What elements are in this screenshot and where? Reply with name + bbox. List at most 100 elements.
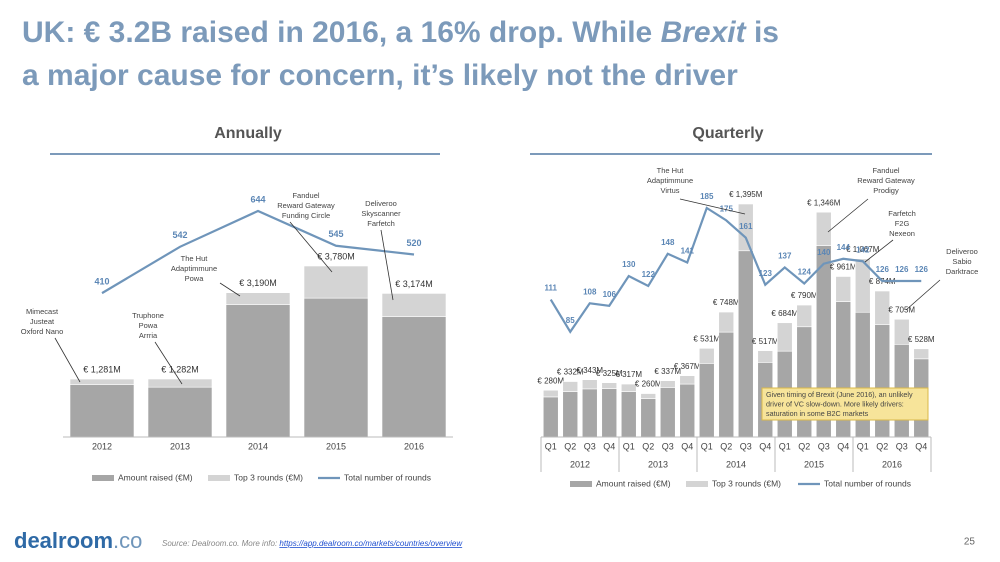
annotation-leader <box>905 279 941 311</box>
bar-segment <box>601 388 618 438</box>
annotation: Virtus <box>660 186 679 195</box>
rounds-label: 124 <box>798 268 812 277</box>
bar-segment <box>381 293 447 317</box>
rounds-label: 141 <box>681 247 695 256</box>
annotation: Adaptimmune <box>171 264 217 273</box>
bar-segment <box>698 348 715 364</box>
logo-part: .co <box>113 528 142 553</box>
bar-segment <box>303 265 369 299</box>
rounds-label: 185 <box>700 192 714 201</box>
legend-label: Top 3 rounds (€M) <box>234 472 303 482</box>
rounds-label: 85 <box>566 316 575 325</box>
x-group-label: 2014 <box>726 459 746 469</box>
annotation: Fanduel <box>292 191 319 200</box>
total-label: € 3,190M <box>239 278 277 288</box>
annotation: Sabio <box>952 257 971 266</box>
bar-segment <box>718 311 735 333</box>
annotation: Farfetch <box>367 219 395 228</box>
annotation-leader <box>864 239 894 263</box>
annotation: The Hut <box>181 254 209 263</box>
x-group-label: 2012 <box>570 459 590 469</box>
total-label: € 790M <box>791 291 818 300</box>
x-group-label: 2015 <box>804 459 824 469</box>
x-group-label: 2013 <box>648 459 668 469</box>
annotation: Nexeon <box>889 229 915 238</box>
bar-segment <box>581 379 598 390</box>
bar-segment <box>679 383 696 438</box>
legend-swatch <box>208 475 230 481</box>
total-label: € 3,780M <box>317 251 355 261</box>
x-tick-label: Q4 <box>681 441 693 451</box>
rounds-label: 111 <box>545 284 558 293</box>
bar-segment <box>659 380 676 388</box>
rounds-label: 140 <box>817 248 831 257</box>
total-label: € 517M <box>752 337 779 346</box>
annotation: Reward Gateway <box>857 176 915 185</box>
chart-title: Annually <box>214 125 282 142</box>
bar-segment <box>913 348 930 360</box>
x-tick-label: 2013 <box>170 441 190 451</box>
total-label: € 332M <box>557 368 584 377</box>
annotation: Reward Gateway <box>277 201 335 210</box>
bar-segment <box>874 290 891 325</box>
bar-segment <box>147 386 213 438</box>
total-label: € 1,281M <box>83 364 121 374</box>
total-label: € 3,174M <box>395 279 433 289</box>
rounds-label: 123 <box>759 269 773 278</box>
total-label: € 1,346M <box>807 198 841 207</box>
bar-segment <box>835 276 852 302</box>
bar-segment <box>796 304 813 328</box>
note-box <box>761 387 929 421</box>
annotation: Powa <box>139 321 159 330</box>
annotation: Oxford Nano <box>21 327 64 336</box>
x-tick-label: Q1 <box>779 441 791 451</box>
total-label: € 684M <box>771 309 798 318</box>
total-label: € 1,067M <box>846 245 880 254</box>
annotation: Justeat <box>30 317 55 326</box>
rounds-label: 122 <box>642 270 656 279</box>
x-tick-label: Q2 <box>798 441 810 451</box>
rounds-label: 161 <box>739 222 753 231</box>
x-tick-label: Q4 <box>759 441 771 451</box>
bar-segment <box>562 391 579 438</box>
x-tick-label: 2015 <box>326 441 346 451</box>
x-tick-label: Q2 <box>642 441 654 451</box>
annotation: Adaptimmune <box>647 176 693 185</box>
legend-label: Amount raised (€M) <box>596 478 671 488</box>
total-label: € 325M <box>596 369 623 378</box>
total-label: € 317M <box>615 370 642 379</box>
chart-title: Quarterly <box>692 125 763 142</box>
total-label: € 260M <box>635 380 662 389</box>
annotation-leader <box>219 282 241 297</box>
x-tick-label: Q4 <box>915 441 927 451</box>
annotation: Deliveroo <box>365 199 397 208</box>
annotation-leader <box>679 198 746 215</box>
rounds-label: 148 <box>661 238 675 247</box>
legend-label: Amount raised (€M) <box>118 472 193 482</box>
total-label: € 280M <box>537 376 564 385</box>
annotation-leader <box>289 221 333 273</box>
annotation: Truphone <box>132 311 164 320</box>
annotation: Mimecast <box>26 307 59 316</box>
source-link[interactable]: https://app.dealroom.co/markets/countrie… <box>279 539 463 548</box>
bar-segment <box>718 331 735 438</box>
rounds-label: 542 <box>172 230 187 240</box>
annotation: Funding Circle <box>282 211 330 220</box>
x-tick-label: Q1 <box>857 441 869 451</box>
rounds-label: 130 <box>622 260 636 269</box>
x-tick-label: Q3 <box>740 441 752 451</box>
x-tick-label: Q2 <box>876 441 888 451</box>
annotation-leader <box>54 337 81 383</box>
legend-swatch <box>686 481 708 487</box>
rounds-line <box>549 206 922 334</box>
x-tick-label: Q3 <box>896 441 908 451</box>
bar-segment <box>854 258 871 313</box>
rounds-label: 644 <box>250 194 265 204</box>
legend-label: Top 3 rounds (€M) <box>712 478 781 488</box>
source: Source: Dealroom.co. More info: https://… <box>162 539 463 548</box>
rounds-line <box>101 209 415 295</box>
annotation: Farfetch <box>888 209 916 218</box>
x-group-label: 2016 <box>882 459 902 469</box>
logo: dealroom.co <box>14 528 142 553</box>
